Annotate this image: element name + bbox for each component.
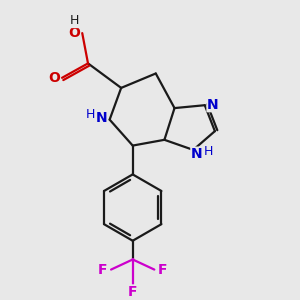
Text: N: N [191,147,203,161]
Text: O: O [48,71,60,85]
Text: F: F [128,285,137,299]
Text: N: N [207,98,219,112]
Text: F: F [158,262,167,277]
Text: N: N [96,111,107,125]
Text: H: H [86,108,95,121]
Text: O: O [68,26,80,40]
Text: H: H [70,14,79,28]
Text: F: F [98,262,108,277]
Text: H: H [204,145,214,158]
